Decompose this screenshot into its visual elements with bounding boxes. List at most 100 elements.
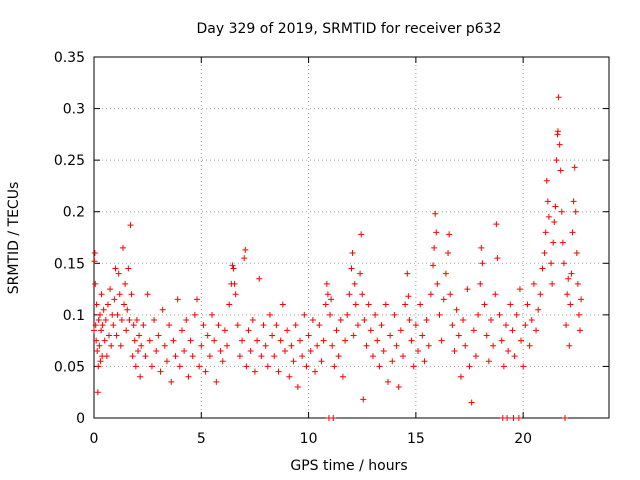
data-point (153, 347, 160, 354)
data-point (537, 291, 544, 298)
data-point (487, 317, 494, 324)
data-point (333, 327, 340, 334)
data-point (578, 296, 585, 303)
data-point (275, 368, 282, 375)
data-point (553, 157, 560, 164)
data-point (559, 239, 566, 246)
data-point (112, 265, 119, 272)
data-point (571, 164, 578, 171)
data-point (357, 270, 364, 277)
data-point (264, 363, 271, 370)
data-point (494, 255, 501, 262)
data-point (100, 306, 107, 313)
data-point (211, 337, 218, 344)
data-point (132, 363, 139, 370)
data-point (329, 342, 336, 349)
chart-title: Day 329 of 2019, SRMTID for receiver p63… (196, 21, 501, 37)
data-point (558, 208, 565, 215)
data-point (348, 265, 355, 272)
data-point (522, 322, 529, 329)
data-point (337, 317, 344, 324)
y-tick-label: 0.05 (54, 359, 85, 375)
x-tick-label: 0 (90, 431, 99, 447)
data-point (232, 291, 239, 298)
data-point (121, 301, 128, 308)
data-point (518, 337, 525, 344)
data-point (539, 265, 546, 272)
y-tick-label: 0.2 (63, 205, 85, 221)
data-point (266, 311, 273, 318)
data-point (468, 399, 475, 406)
data-point (99, 322, 106, 329)
data-point (215, 322, 222, 329)
data-point (330, 415, 337, 421)
data-point (125, 265, 132, 272)
data-point (478, 244, 485, 251)
data-point (372, 311, 379, 318)
data-point (231, 280, 238, 287)
data-point (434, 280, 441, 287)
data-point (457, 373, 464, 380)
data-point (516, 286, 523, 293)
data-point (209, 311, 216, 318)
data-point (119, 244, 126, 251)
data-point (573, 249, 580, 256)
data-point (408, 337, 415, 344)
data-point (339, 373, 346, 380)
data-point (323, 280, 330, 287)
data-point (318, 358, 325, 365)
data-point (277, 337, 284, 344)
data-point (106, 332, 113, 339)
data-point (479, 260, 486, 267)
data-point (574, 280, 581, 287)
data-point (361, 317, 368, 324)
data-point (400, 353, 406, 360)
data-point (380, 347, 387, 354)
data-point (526, 342, 533, 349)
data-point (507, 301, 514, 308)
data-point (352, 301, 359, 308)
data-point (378, 322, 385, 329)
data-point (130, 322, 137, 329)
data-point (358, 231, 365, 238)
data-point (148, 363, 155, 370)
data-point (115, 270, 122, 277)
data-point (549, 280, 556, 287)
data-point (230, 265, 237, 272)
data-point (229, 262, 236, 269)
data-point (98, 291, 105, 298)
data-point (533, 327, 540, 334)
data-point (505, 347, 512, 354)
data-point (421, 358, 428, 365)
x-tick-label: 20 (514, 431, 532, 447)
data-point (376, 363, 383, 370)
data-point (369, 353, 376, 360)
data-point (92, 280, 99, 287)
data-point (95, 363, 102, 370)
data-point (433, 229, 440, 236)
data-point (245, 327, 252, 334)
data-point (438, 337, 445, 344)
data-point (572, 208, 579, 215)
data-point (320, 337, 327, 344)
data-point (297, 337, 303, 344)
data-point (286, 373, 293, 380)
data-point (577, 327, 584, 334)
data-point (196, 363, 203, 370)
data-point (481, 301, 488, 308)
data-point (213, 378, 220, 385)
data-point (344, 311, 351, 318)
data-point (555, 94, 562, 101)
y-tick-label: 0.35 (54, 50, 85, 66)
data-point (172, 353, 179, 360)
plot-frame (93, 56, 610, 419)
data-point (552, 203, 559, 210)
data-point (247, 347, 254, 354)
data-point (455, 332, 462, 339)
data-point (322, 301, 329, 308)
x-axis-ticks: 0 5 10 15 20 (90, 57, 532, 447)
data-point (94, 347, 101, 354)
data-point (402, 301, 409, 308)
data-point (464, 286, 471, 293)
